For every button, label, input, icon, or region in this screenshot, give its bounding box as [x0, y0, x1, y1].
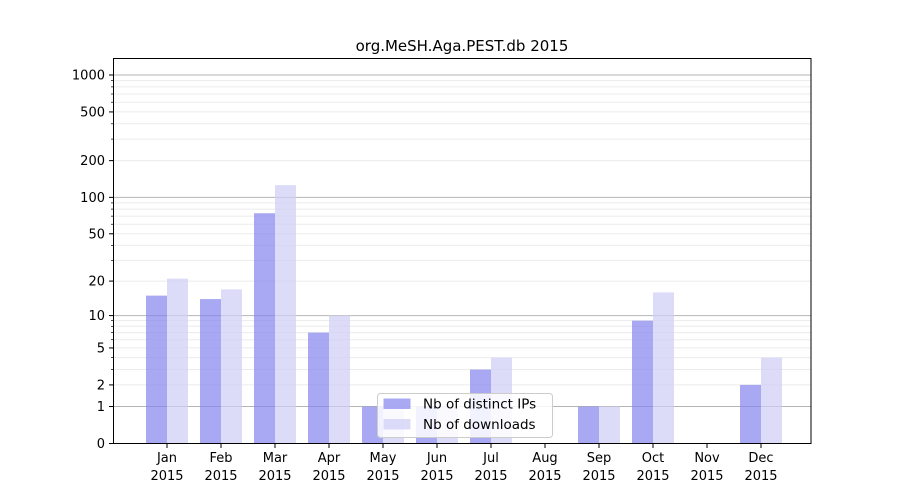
- x-tick-label-month: Aug: [532, 451, 557, 466]
- x-tick-label-month: May: [370, 451, 397, 466]
- y-tick-label: 5: [97, 341, 105, 356]
- bar: [632, 320, 653, 444]
- bar: [275, 185, 296, 444]
- x-tick-label-year: 2015: [582, 469, 615, 484]
- x-tick-label-month: Jul: [482, 451, 499, 466]
- bar: [329, 315, 350, 444]
- legend-box: [377, 393, 553, 438]
- x-tick-label-year: 2015: [690, 469, 723, 484]
- y-tick-label: 1000: [72, 69, 105, 84]
- y-tick-label: 500: [80, 105, 105, 120]
- y-tick-label: 2: [97, 378, 105, 393]
- x-tick-label-month: Jun: [426, 451, 447, 466]
- x-tick-label-year: 2015: [528, 469, 561, 484]
- x-tick-label-month: Feb: [209, 451, 232, 466]
- bar: [254, 213, 275, 444]
- x-tick-label-year: 2015: [258, 469, 291, 484]
- bar: [740, 384, 761, 444]
- x-tick-label-year: 2015: [150, 469, 183, 484]
- y-tick-label: 1: [97, 400, 105, 415]
- chart-title: org.MeSH.Aga.PEST.db 2015: [356, 37, 569, 55]
- x-tick-label-month: Dec: [748, 451, 773, 466]
- y-tick-label: 100: [80, 191, 105, 206]
- x-tick-label-year: 2015: [204, 469, 237, 484]
- bar: [200, 299, 221, 444]
- legend-swatch: [383, 419, 411, 430]
- y-tick-label: 50: [88, 227, 105, 242]
- x-tick-label-month: Apr: [318, 451, 341, 466]
- legend-label: Nb of distinct IPs: [423, 397, 536, 413]
- x-tick-label-year: 2015: [366, 469, 399, 484]
- x-tick-label-month: Nov: [694, 451, 720, 466]
- x-tick-label-month: Jan: [156, 451, 177, 466]
- bar: [146, 295, 167, 444]
- legend-label: Nb of downloads: [423, 417, 536, 433]
- bar: [653, 292, 674, 444]
- bar: [578, 406, 599, 444]
- legend-swatch: [383, 398, 411, 409]
- bar: [167, 278, 188, 444]
- x-tick-label-month: Oct: [642, 451, 664, 466]
- bar: [221, 289, 242, 444]
- y-tick-label: 10: [88, 309, 105, 324]
- x-tick-label-month: Mar: [263, 451, 288, 466]
- bar: [308, 332, 329, 444]
- x-tick-label-year: 2015: [744, 469, 777, 484]
- bar: [761, 357, 782, 444]
- y-tick-label: 20: [88, 275, 105, 290]
- y-tick-label: 200: [80, 154, 105, 169]
- plot-border: [113, 58, 812, 444]
- x-tick-label-year: 2015: [636, 469, 669, 484]
- x-tick-label-year: 2015: [312, 469, 345, 484]
- x-tick-label-month: Sep: [587, 451, 612, 466]
- x-tick-label-year: 2015: [474, 469, 507, 484]
- x-tick-label-year: 2015: [420, 469, 453, 484]
- y-tick-label: 0: [97, 437, 105, 452]
- bar: [599, 406, 620, 444]
